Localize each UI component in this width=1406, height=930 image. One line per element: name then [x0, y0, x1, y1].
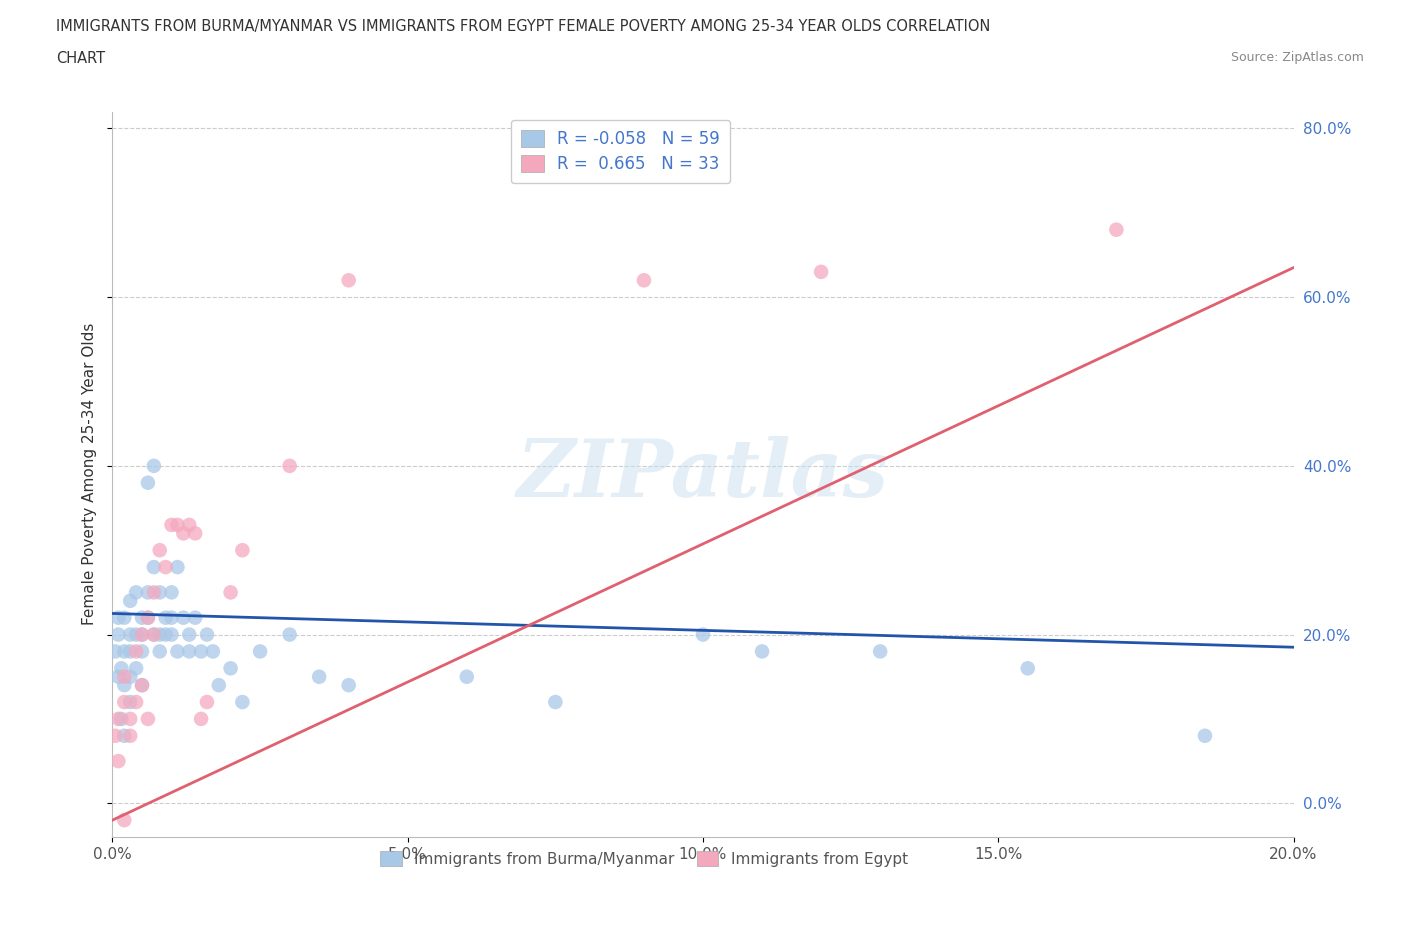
- Point: [112, 813, 135, 828]
- Point: [278, 627, 301, 642]
- Point: [142, 627, 165, 642]
- Point: [201, 644, 224, 658]
- Point: [249, 644, 271, 658]
- Point: [219, 585, 242, 600]
- Point: [107, 711, 129, 726]
- Point: [149, 585, 172, 600]
- Point: [160, 610, 183, 625]
- Point: [112, 670, 135, 684]
- Point: [142, 585, 165, 600]
- Point: [131, 678, 153, 693]
- Y-axis label: Female Poverty Among 25-34 Year Olds: Female Poverty Among 25-34 Year Olds: [82, 323, 97, 626]
- Point: [149, 644, 172, 658]
- Point: [142, 458, 165, 473]
- Point: [107, 670, 129, 684]
- Point: [136, 610, 159, 625]
- Text: ZIPatlas: ZIPatlas: [517, 435, 889, 513]
- Point: [155, 560, 177, 575]
- Point: [104, 644, 127, 658]
- Point: [107, 753, 129, 768]
- Point: [544, 695, 567, 710]
- Point: [136, 610, 159, 625]
- Point: [219, 661, 242, 676]
- Point: [131, 644, 153, 658]
- Point: [633, 272, 655, 287]
- Point: [110, 711, 132, 726]
- Point: [337, 272, 360, 287]
- Point: [190, 711, 212, 726]
- Point: [107, 610, 129, 625]
- Text: Source: ZipAtlas.com: Source: ZipAtlas.com: [1230, 51, 1364, 64]
- Point: [166, 560, 188, 575]
- Point: [1017, 661, 1039, 676]
- Point: [184, 610, 207, 625]
- Point: [195, 627, 218, 642]
- Point: [120, 627, 142, 642]
- Point: [125, 627, 148, 642]
- Point: [149, 543, 172, 558]
- Point: [166, 644, 188, 658]
- Point: [136, 711, 159, 726]
- Point: [179, 644, 201, 658]
- Point: [112, 610, 135, 625]
- Point: [120, 695, 142, 710]
- Point: [107, 627, 129, 642]
- Point: [166, 517, 188, 532]
- Point: [142, 560, 165, 575]
- Point: [131, 627, 153, 642]
- Point: [337, 678, 360, 693]
- Text: CHART: CHART: [56, 51, 105, 66]
- Point: [131, 627, 153, 642]
- Point: [456, 670, 478, 684]
- Point: [120, 644, 142, 658]
- Point: [278, 458, 301, 473]
- Point: [308, 670, 330, 684]
- Point: [120, 670, 142, 684]
- Point: [751, 644, 773, 658]
- Point: [155, 610, 177, 625]
- Point: [110, 661, 132, 676]
- Point: [120, 711, 142, 726]
- Point: [160, 585, 183, 600]
- Point: [125, 661, 148, 676]
- Point: [142, 627, 165, 642]
- Point: [692, 627, 714, 642]
- Point: [190, 644, 212, 658]
- Point: [231, 543, 253, 558]
- Point: [120, 593, 142, 608]
- Point: [120, 728, 142, 743]
- Point: [125, 695, 148, 710]
- Point: [131, 678, 153, 693]
- Point: [179, 627, 201, 642]
- Point: [155, 627, 177, 642]
- Point: [112, 728, 135, 743]
- Point: [1194, 728, 1216, 743]
- Point: [112, 644, 135, 658]
- Point: [131, 610, 153, 625]
- Point: [208, 678, 231, 693]
- Point: [125, 585, 148, 600]
- Point: [1105, 222, 1128, 237]
- Point: [195, 695, 218, 710]
- Point: [810, 264, 832, 279]
- Point: [112, 695, 135, 710]
- Point: [104, 728, 127, 743]
- Point: [869, 644, 891, 658]
- Legend: Immigrants from Burma/Myanmar, Immigrants from Egypt: Immigrants from Burma/Myanmar, Immigrant…: [374, 844, 914, 873]
- Point: [231, 695, 253, 710]
- Point: [160, 517, 183, 532]
- Point: [136, 585, 159, 600]
- Point: [172, 610, 194, 625]
- Point: [160, 627, 183, 642]
- Point: [208, 838, 231, 853]
- Point: [112, 678, 135, 693]
- Point: [184, 525, 207, 540]
- Point: [149, 627, 172, 642]
- Point: [136, 475, 159, 490]
- Point: [125, 644, 148, 658]
- Point: [172, 525, 194, 540]
- Text: IMMIGRANTS FROM BURMA/MYANMAR VS IMMIGRANTS FROM EGYPT FEMALE POVERTY AMONG 25-3: IMMIGRANTS FROM BURMA/MYANMAR VS IMMIGRA…: [56, 19, 991, 33]
- Point: [179, 517, 201, 532]
